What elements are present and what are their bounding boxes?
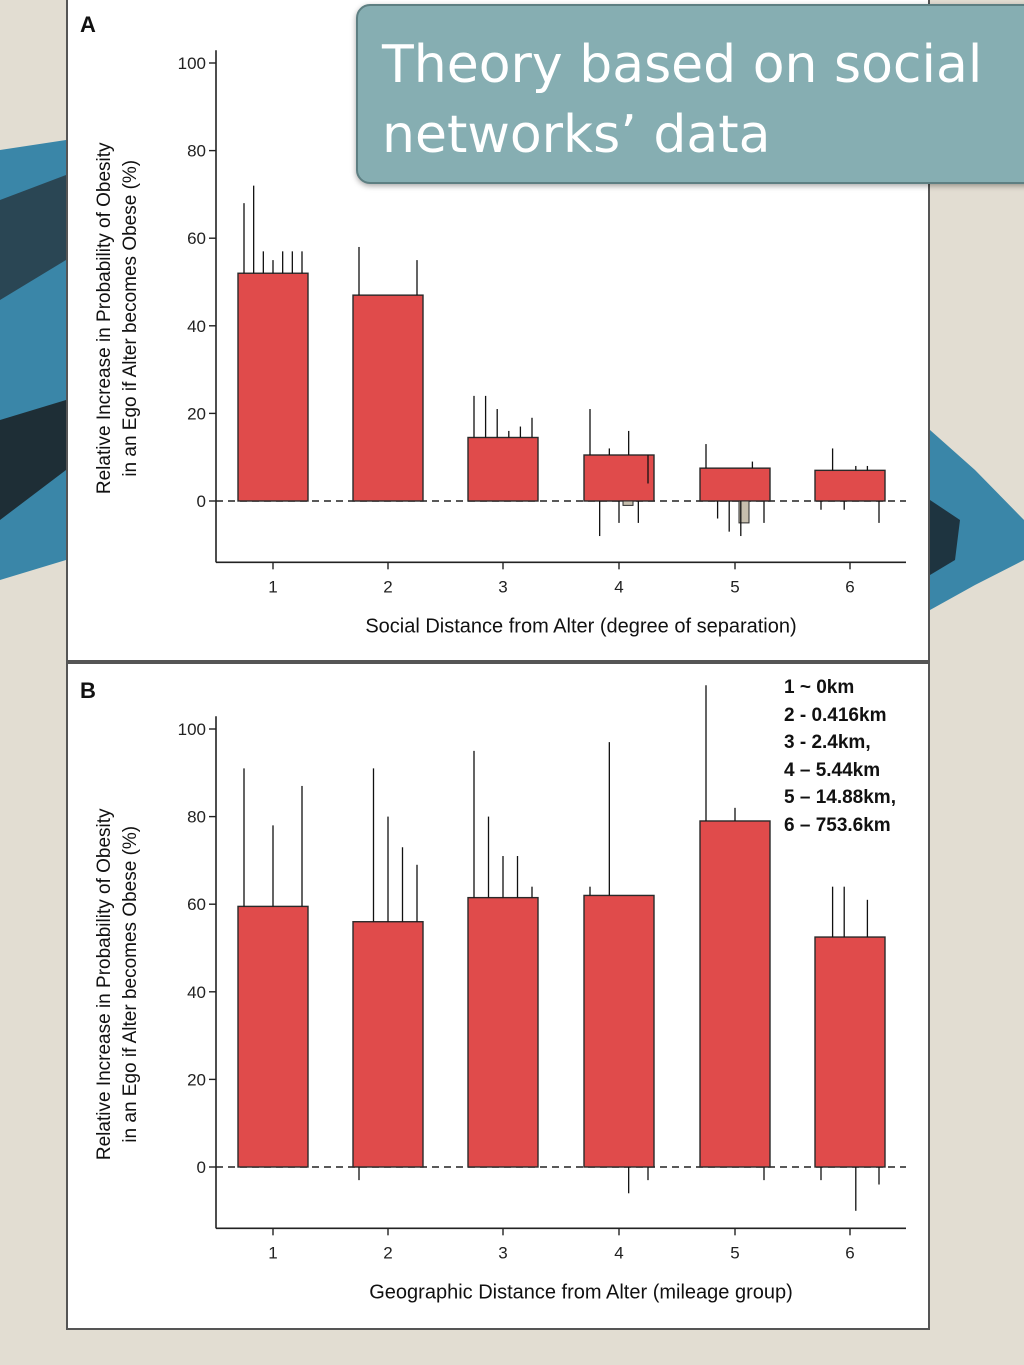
legend-line-6: 6 – 753.6km: [784, 814, 891, 836]
x-axis-label: Social Distance from Alter (degree of se…: [365, 615, 796, 637]
y-tick-label: 80: [187, 142, 206, 161]
minor-negative-bar: [622, 500, 634, 506]
legend-line-3: 3 - 2.4km,: [784, 732, 871, 753]
x-tick-label: 4: [614, 1243, 623, 1262]
x-tick-label: 2: [383, 1243, 392, 1262]
bar: [814, 936, 886, 1168]
bar: [583, 454, 655, 502]
panel-label-b: B: [80, 678, 96, 703]
bar: [237, 272, 309, 502]
bar-chart-social-distance: 0 20 40 60 80 100 1 2 3 4 5 6 Social Distance from A…: [94, 50, 906, 637]
bar: [814, 469, 886, 502]
legend-line-1: 1 ~ 0km: [784, 677, 855, 698]
y-tick-label: 60: [187, 895, 206, 914]
y-axis-label-line: Relative Increase in Probability of Obes…: [94, 808, 115, 1160]
y-tick-label: 40: [187, 983, 206, 1002]
bar: [352, 294, 424, 502]
x-axis-label: Geographic Distance from Alter (mileage …: [369, 1281, 793, 1303]
x-tick-label: 3: [498, 1243, 507, 1262]
legend-line-5: 5 – 14.88km,: [784, 787, 896, 808]
y-tick-label: 20: [187, 404, 206, 423]
bar: [352, 921, 424, 1168]
y-tick-label: 60: [187, 229, 206, 248]
y-tick-label: 80: [187, 808, 206, 827]
legend-line-2: 2 - 0.416km: [784, 704, 887, 726]
slide-title: Theory based on social networks’ data: [382, 35, 983, 165]
bar: [237, 905, 309, 1168]
bar: [699, 820, 771, 1168]
blue-paper-shape-left: [0, 140, 66, 580]
x-tick-label: 4: [614, 577, 623, 596]
chart-panel-b: B 0 20 40 60 80 100 1 2 3 4 5 6 Geographic Distance …: [66, 662, 930, 1330]
x-tick-label: 6: [845, 1243, 854, 1262]
bar: [699, 467, 771, 502]
panel-label-a: A: [80, 12, 96, 37]
x-tick-label: 5: [730, 1243, 739, 1262]
y-tick-label: 100: [178, 54, 206, 73]
y-tick-label: 20: [187, 1070, 206, 1089]
x-tick-label: 1: [268, 577, 277, 596]
x-tick-label: 2: [383, 577, 392, 596]
y-axis-label-line: in an Ego if Alter becomes Obese (%): [120, 160, 141, 477]
y-tick-label: 0: [197, 1158, 206, 1177]
bar-chart-geographic-distance: 0 20 40 60 80 100 1 2 3 4 5 6 Geographic Distance fr…: [94, 685, 906, 1303]
slide-title-box: Theory based on social networks’ data: [356, 4, 1024, 184]
y-tick-label: 40: [187, 317, 206, 336]
x-tick-label: 1: [268, 1243, 277, 1262]
minor-negative-bar: [738, 500, 750, 524]
y-axis-label-line: in an Ego if Alter becomes Obese (%): [120, 826, 141, 1143]
y-tick-label: 100: [178, 720, 206, 739]
legend-line-4: 4 – 5.44km: [784, 759, 881, 781]
bar: [583, 894, 655, 1168]
distance-group-legend: 1 ~ 0km 2 - 0.416km 3 - 2.4km, 4 – 5.44k…: [784, 674, 896, 839]
blue-paper-shape-right: [930, 430, 1024, 610]
x-tick-label: 6: [845, 577, 854, 596]
bar: [467, 896, 539, 1168]
x-tick-label: 5: [730, 577, 739, 596]
y-axis-label-line: Relative Increase in Probability of Obes…: [94, 142, 115, 494]
y-tick-label: 0: [197, 492, 206, 511]
bar: [467, 436, 539, 502]
x-tick-label: 3: [498, 577, 507, 596]
